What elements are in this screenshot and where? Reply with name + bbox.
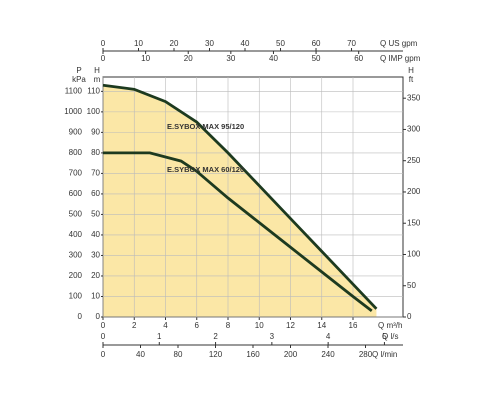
y-tick-label: 500 — [69, 210, 83, 219]
y-tick-label: 20 — [91, 271, 100, 280]
x-tick-label: 3 — [270, 332, 275, 341]
x-tick-label: 30 — [205, 39, 214, 48]
x-tick-label: 80 — [174, 350, 183, 359]
x-tick-label: 8 — [226, 321, 231, 330]
y-tick-label: 900 — [69, 127, 83, 136]
x-tick-label: 40 — [241, 39, 250, 48]
y-tick-label: 0 — [407, 312, 412, 321]
y-tick-label: 1100 — [65, 86, 83, 95]
y-tick-label: 90 — [91, 127, 100, 136]
x-tick-label: 40 — [269, 54, 278, 63]
x-tick-label: 14 — [317, 321, 326, 330]
x-tick-label: 20 — [184, 54, 193, 63]
y-tick-label: 350 — [407, 93, 421, 102]
x-tick-label: 16 — [349, 321, 358, 330]
y-tick-label: 700 — [69, 169, 83, 178]
curve-label: E.SYBOX MAX 95/120 — [167, 122, 244, 131]
curve — [103, 151, 373, 312]
y-tick-label: 400 — [69, 230, 83, 239]
y-tick-label: 300 — [69, 251, 83, 260]
y-tick-label: 50 — [91, 210, 100, 219]
y-tick-label: 70 — [91, 169, 100, 178]
x-tick-label: 0 — [101, 332, 106, 341]
y-tick-label: 200 — [407, 187, 421, 196]
x-tick-label: 50 — [312, 54, 321, 63]
y-tick-label: 0 — [78, 312, 83, 321]
x-tick-label: 1 — [157, 332, 162, 341]
y-axis-label: m — [94, 75, 101, 84]
y-tick-label: 30 — [91, 251, 100, 260]
x-axis-label: Q l/s — [382, 332, 398, 341]
x-tick-label: 4 — [163, 321, 168, 330]
x-tick-label: 2 — [213, 332, 218, 341]
y-tick-label: 100 — [87, 107, 101, 116]
y-axis-label: H — [408, 66, 414, 75]
x-tick-label: 240 — [321, 350, 335, 359]
y-tick-label: 150 — [407, 218, 421, 227]
x-tick-label: 10 — [255, 321, 264, 330]
x-axis-label: Q m³/h — [378, 321, 402, 330]
x-tick-label: 160 — [246, 350, 260, 359]
x-tick-label: 0 — [101, 54, 106, 63]
y-tick-label: 80 — [91, 148, 100, 157]
y-tick-label: 800 — [69, 148, 83, 157]
x-tick-label: 70 — [347, 39, 356, 48]
x-axis-label: Q l/min — [372, 350, 397, 359]
x-tick-label: 20 — [170, 39, 179, 48]
x-tick-label: 30 — [226, 54, 235, 63]
x-tick-label: 12 — [286, 321, 295, 330]
x-tick-label: 5 — [382, 332, 387, 341]
curve-label: E.SYBOX MAX 60/120 — [167, 165, 244, 174]
x-tick-label: 10 — [141, 54, 150, 63]
x-tick-label: 60 — [312, 39, 321, 48]
x-tick-label: 4 — [326, 332, 331, 341]
y-axis-label: ft — [409, 75, 414, 84]
y-tick-label: 50 — [407, 281, 416, 290]
x-tick-label: 50 — [276, 39, 285, 48]
x-tick-label: 0 — [101, 39, 106, 48]
y-tick-label: 40 — [91, 230, 100, 239]
x-tick-label: 40 — [136, 350, 145, 359]
y-tick-label: 200 — [69, 271, 83, 280]
x-tick-label: 280 — [359, 350, 373, 359]
y-tick-label: 100 — [407, 250, 421, 259]
y-tick-label: 600 — [69, 189, 83, 198]
curve — [102, 83, 378, 310]
y-tick-label: 10 — [91, 292, 100, 301]
area-fill — [103, 85, 377, 317]
y-tick-label: 1000 — [64, 107, 82, 116]
x-tick-label: 10 — [134, 39, 143, 48]
y-tick-label: 110 — [87, 86, 100, 95]
y-tick-label: 100 — [69, 292, 83, 301]
x-tick-label: 2 — [132, 321, 137, 330]
x-tick-label: 120 — [209, 350, 223, 359]
x-tick-label: 0 — [101, 321, 106, 330]
x-axis-label: Q IMP gpm — [380, 54, 421, 63]
x-tick-label: 0 — [101, 350, 106, 359]
y-tick-label: 0 — [96, 312, 101, 321]
x-tick-label: 200 — [284, 350, 298, 359]
y-tick-label: 300 — [407, 125, 421, 134]
y-tick-label: 60 — [91, 189, 100, 198]
x-tick-label: 6 — [195, 321, 200, 330]
x-tick-label: 60 — [354, 54, 363, 63]
y-axis-label: H — [94, 66, 100, 75]
y-tick-label: 250 — [407, 156, 421, 165]
y-axis-label: P — [76, 66, 81, 75]
y-axis-label: kPa — [72, 75, 86, 84]
x-axis-label: Q US gpm — [380, 39, 418, 48]
